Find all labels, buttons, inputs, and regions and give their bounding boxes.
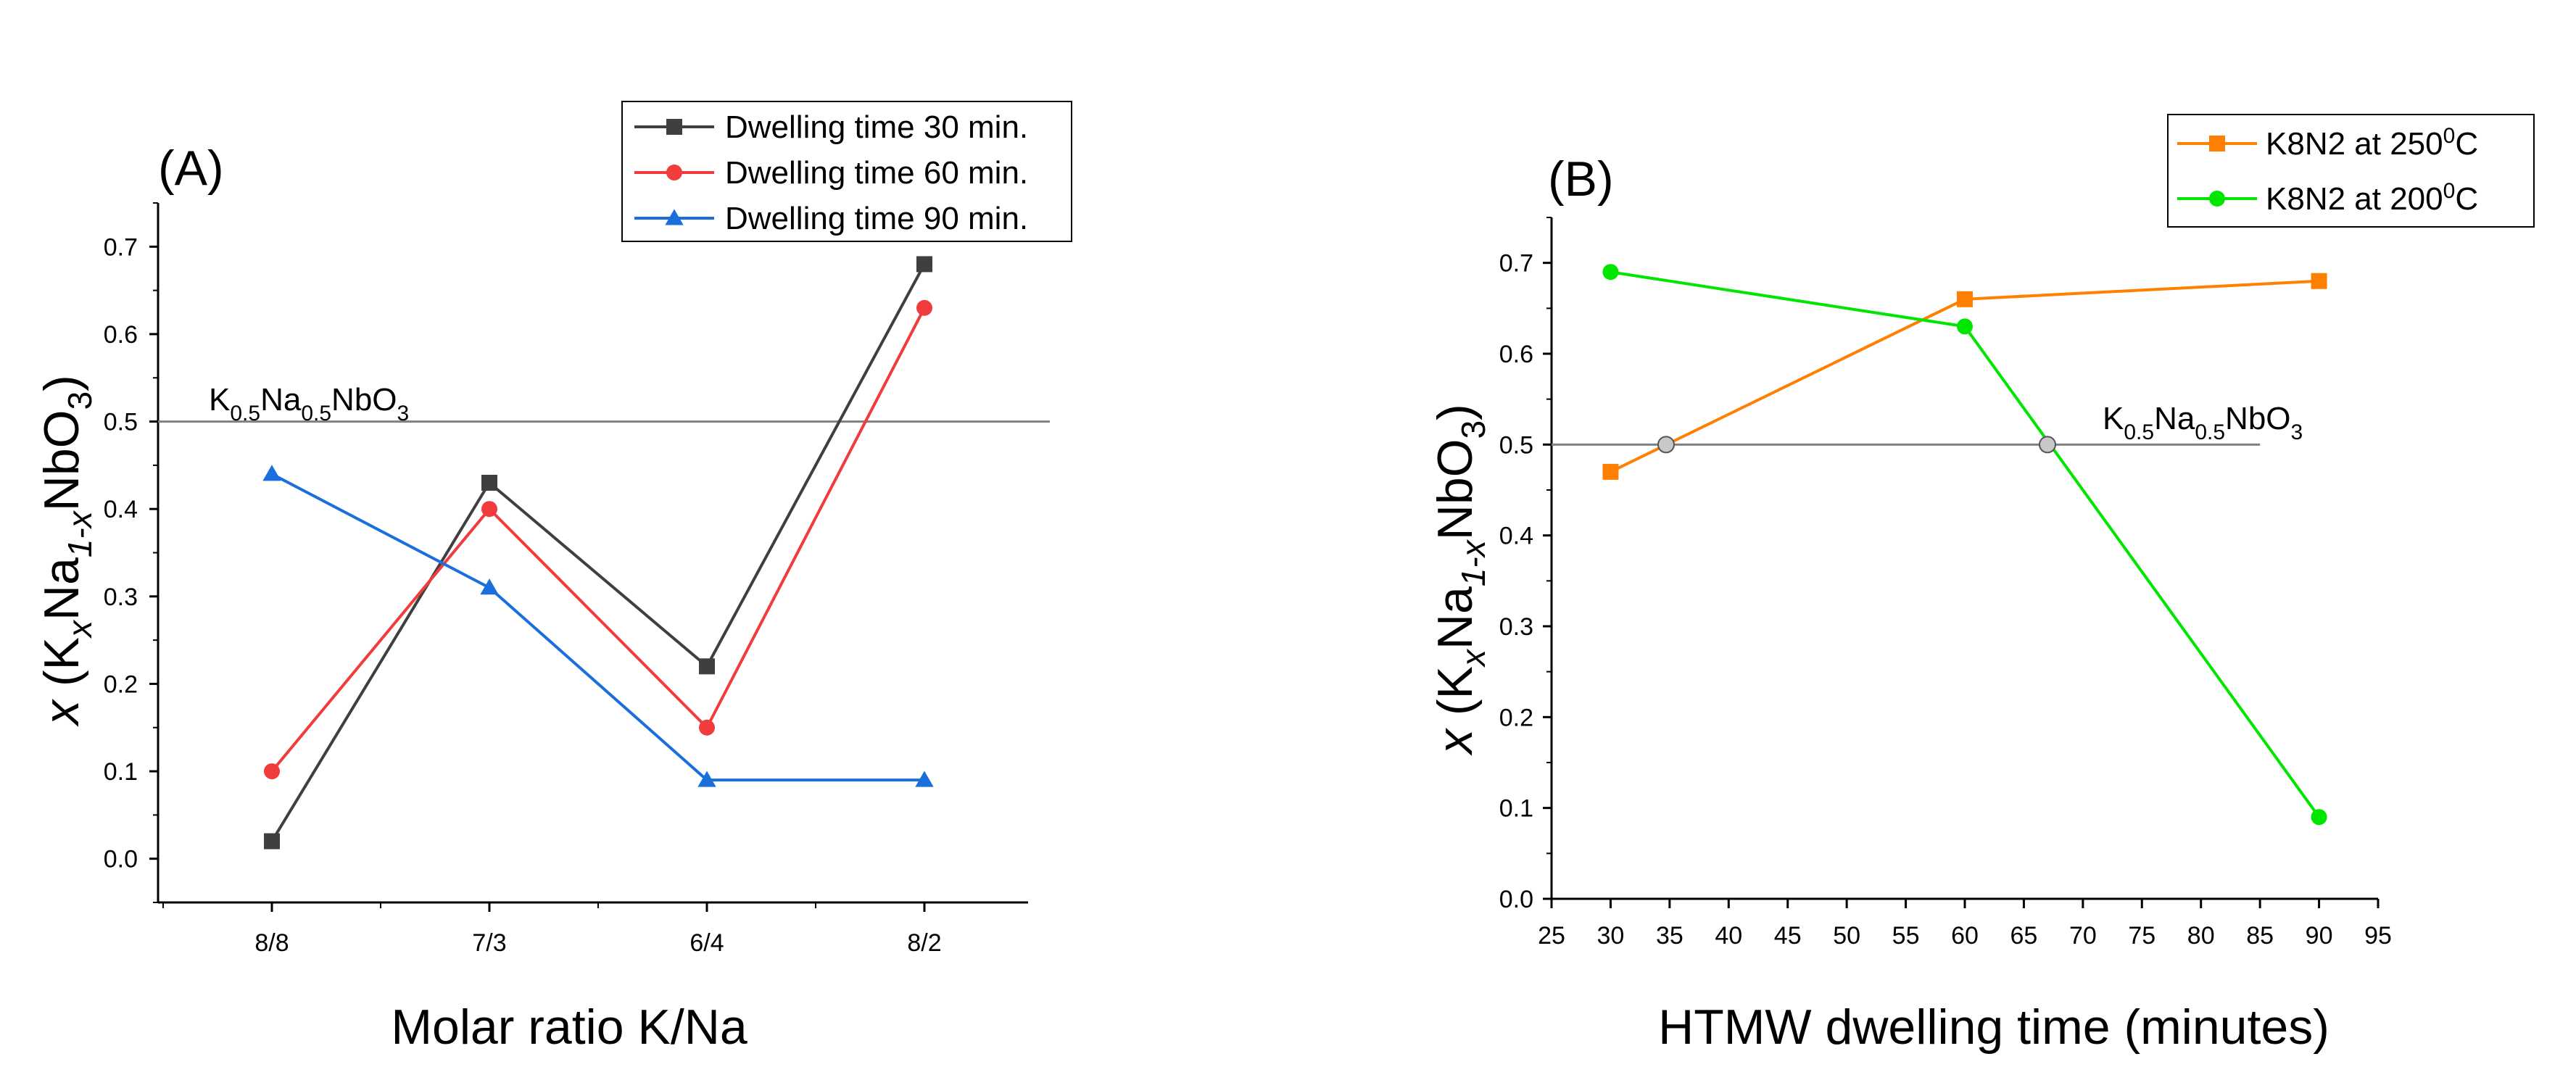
y-tick-label: 0.4	[1499, 523, 1533, 550]
intersection-marker	[1657, 436, 1675, 454]
intersection-markers-b	[1657, 436, 2056, 454]
intersection-marker	[2039, 436, 2056, 454]
series-group-a	[262, 256, 934, 850]
y-tick-label: 0.3	[104, 584, 138, 611]
y-ticks-b: 0.0 0.1 0.2 0.3 0.4 0.5 0.6 0.7	[1499, 217, 1552, 913]
x-tick-label: 70	[2069, 922, 2097, 950]
y-tick-label: 0.2	[1499, 704, 1533, 731]
data-point	[699, 719, 715, 736]
y-tick-label: 0.1	[104, 758, 138, 786]
series-group-b	[1602, 264, 2327, 826]
legend-label: K8N2 at 2000C	[2266, 179, 2478, 217]
legend-label: K8N2 at 2500C	[2266, 124, 2478, 162]
x-axis-label-b: HTMW dwelling time (minutes)	[1658, 1000, 2329, 1055]
series-line	[1610, 270, 2321, 818]
data-point	[262, 465, 281, 481]
data-point	[1602, 264, 1619, 281]
x-tick-label: 50	[1833, 922, 1860, 950]
x-tick-label: 8/2	[907, 929, 941, 957]
x-axis-label-a: Molar ratio K/Na	[391, 1000, 747, 1055]
series-line	[270, 263, 926, 842]
x-tick-label: 25	[1538, 922, 1565, 950]
y-tick-label: 0.6	[104, 321, 138, 349]
series-1-b	[1602, 273, 2327, 480]
x-tick-label: 75	[2128, 922, 2155, 950]
x-tick-label: 40	[1715, 922, 1742, 950]
chart-a: (A) 0.00.10.20.30.40.50.60.7 8/8 7/3 6/4 8/…	[34, 101, 1072, 1055]
y-tick-label: 0.3	[1499, 613, 1533, 641]
legend-label: Dwelling time 60 min.	[725, 155, 1028, 191]
x-tick-label: 45	[1774, 922, 1802, 950]
y-tick-label: 0.1	[1499, 795, 1533, 823]
y-tick-label: 0.7	[1499, 250, 1533, 278]
legend-marker	[666, 165, 682, 180]
data-point	[916, 299, 932, 316]
x-tick-label: 60	[1951, 922, 1979, 950]
legend-marker	[2209, 136, 2225, 151]
y-tick-label: 0.5	[104, 409, 138, 436]
y-axis-label-b: x (KxNa1-xNbO3)	[1428, 404, 1492, 756]
data-point	[697, 771, 716, 787]
y-ticks-a: 0.0 0.1 0.2 0.3 0.4 0.5 0.6 0.7	[104, 202, 158, 903]
x-tick-label: 7/3	[472, 929, 506, 957]
legend-b: K8N2 at 2500C K8N2 at 2000C	[2167, 114, 2535, 228]
data-point	[1957, 318, 1973, 335]
legend-marker	[666, 119, 682, 135]
legend-marker	[2209, 191, 2225, 207]
y-tick-label: 0.2	[104, 670, 138, 698]
x-ticks-b: 25 30 35 40 45 50 55 60 65 70 75 80 85 90 95	[1538, 899, 2392, 950]
data-point	[1602, 463, 1619, 480]
legend-a: Dwelling time 30 min. Dwelling time 60 mi…	[621, 101, 1072, 242]
legend-box-b	[2167, 114, 2535, 228]
panel-label-a: (A)	[158, 141, 224, 196]
x-tick-label: 30	[1597, 922, 1625, 950]
reference-label-b: K0.5Na0.5NbO3	[2103, 401, 2303, 444]
x-tick-label: 65	[2010, 922, 2038, 950]
x-tick-label: 35	[1656, 922, 1683, 950]
data-point	[699, 658, 715, 675]
y-tick-label: 0.7	[104, 233, 138, 261]
series-2-b	[1602, 264, 2327, 826]
x-tick-label: 85	[2246, 922, 2274, 950]
x-tick-label: 6/4	[689, 929, 724, 957]
y-axis-label-a: x (KxNa1-xNbO3)	[34, 375, 99, 727]
data-point	[481, 501, 497, 518]
series-1-a	[264, 256, 932, 850]
panel-label-b: (B)	[1548, 151, 1614, 207]
y-tick-label: 0.6	[1499, 341, 1533, 368]
data-point	[916, 256, 932, 273]
x-tick-label: 8/8	[254, 929, 289, 957]
data-point	[264, 763, 280, 780]
series-line	[270, 307, 926, 773]
series-line	[271, 473, 924, 782]
chart-b: (B) 0.0 0.1 0.2 0.3 0.4 0.5 0.6 0.7 25 30 35 40 45 5…	[1428, 114, 2535, 1055]
x-tick-label: 55	[1892, 922, 1920, 950]
x-tick-label: 95	[2364, 922, 2392, 950]
x-ticks-a: 8/8 7/3 6/4 8/2	[162, 902, 942, 957]
data-point	[2311, 809, 2327, 826]
y-tick-label: 0.5	[1499, 431, 1533, 459]
y-tick-label: 0.0	[1499, 886, 1533, 913]
legend-label: Dwelling time 90 min.	[725, 201, 1028, 236]
x-tick-label: 80	[2187, 922, 2215, 950]
data-point	[2311, 273, 2327, 289]
series-3-a	[262, 465, 934, 787]
data-point	[915, 771, 934, 787]
legend-marker	[665, 209, 684, 225]
legend-label: Dwelling time 30 min.	[725, 109, 1028, 145]
data-point	[264, 833, 280, 850]
data-point	[480, 578, 499, 595]
data-point	[481, 475, 497, 491]
data-point	[1957, 291, 1973, 307]
x-tick-label: 90	[2306, 922, 2333, 950]
y-tick-label: 0.0	[104, 846, 138, 873]
y-tick-label: 0.4	[104, 496, 138, 523]
series-2-a	[264, 299, 932, 780]
reference-label-a: K0.5Na0.5NbO3	[209, 382, 409, 425]
